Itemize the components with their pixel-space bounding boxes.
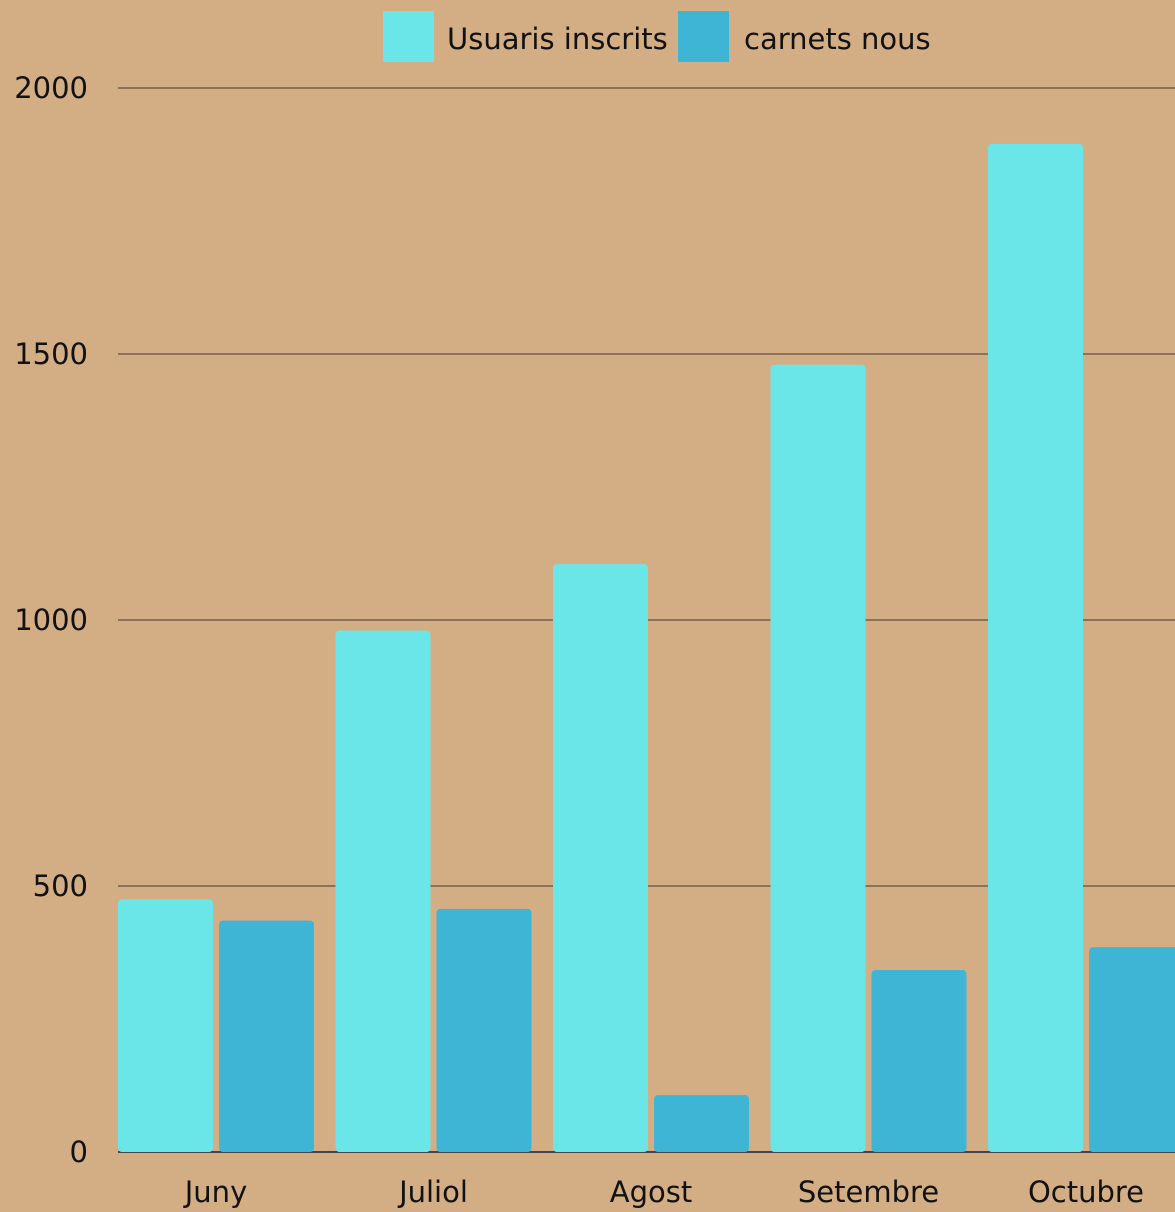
bar-carnets-nous-juliol [436,908,532,1152]
x-tick-label: Agost [610,1175,692,1209]
y-tick-label: 1000 [14,603,88,637]
bars [118,143,1175,1153]
x-tick-label: Setembre [798,1175,939,1209]
bar-usuaris-inscrits-octubre [988,143,1083,1153]
x-axis-labels: Juny Juliol Agost Setembre Octubre [183,1175,1144,1209]
x-tick-label: Juliol [397,1175,468,1209]
legend-swatch [383,11,434,62]
bar-carnets-nous-setembre [871,970,967,1152]
legend-label: Usuaris inscrits [447,22,668,56]
legend: Usuaris inscrits carnets nous [383,11,931,62]
bar-usuaris-inscrits-juliol [335,630,431,1152]
legend-label: carnets nous [744,22,931,56]
bar-carnets-nous-juny [219,920,314,1152]
bar-carnets-nous-octubre [1089,947,1175,1152]
bar-usuaris-inscrits-agost [553,564,648,1152]
x-tick-label: Juny [183,1175,247,1209]
legend-swatch [678,11,729,62]
bar-usuaris-inscrits-setembre [770,364,866,1152]
x-tick-label: Octubre [1028,1175,1144,1209]
bar-carnets-nous-agost [654,1095,749,1152]
bar-usuaris-inscrits-juny [118,899,213,1152]
y-tick-label: 500 [33,869,88,903]
y-tick-label: 2000 [14,71,88,105]
y-tick-label: 1500 [14,337,88,371]
y-tick-label: 0 [70,1135,88,1169]
y-axis-ticks: 0 500 1000 1500 2000 [14,71,88,1169]
